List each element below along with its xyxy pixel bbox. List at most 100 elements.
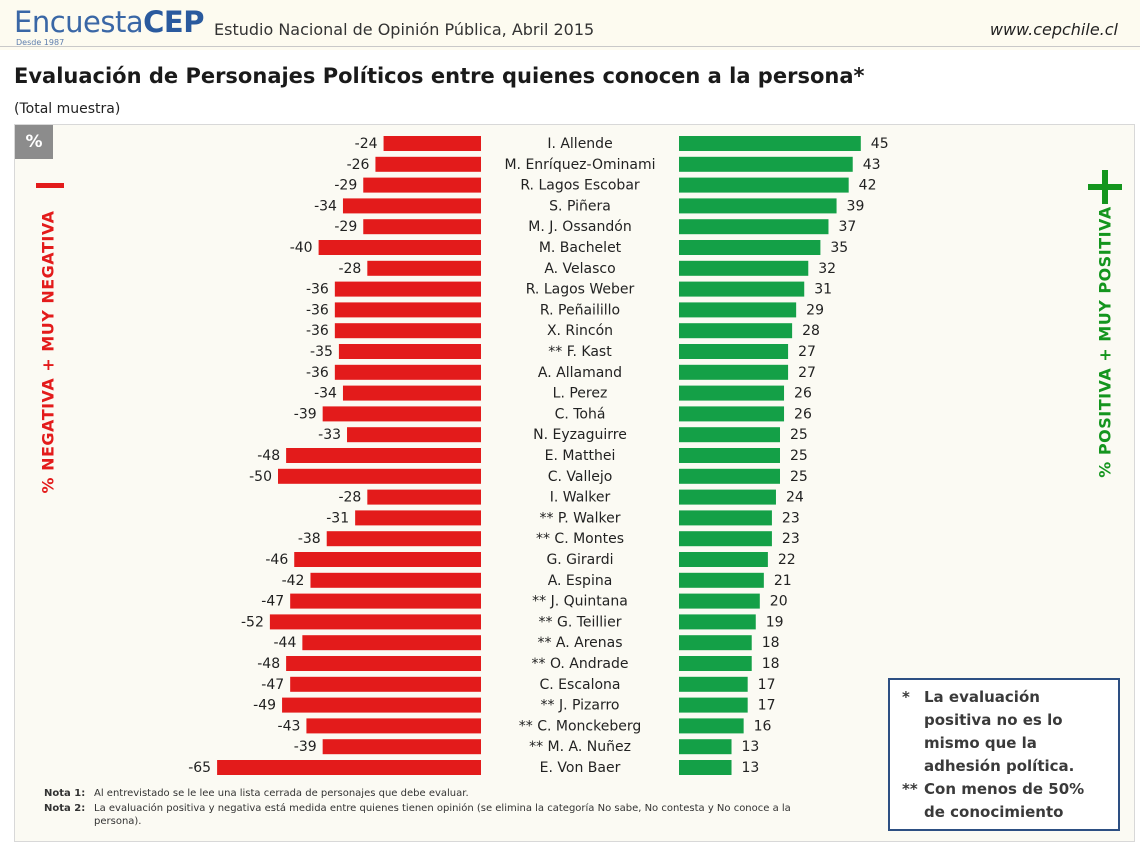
category-label: X. Rincón xyxy=(547,323,613,339)
negative-value-label: -36 xyxy=(306,282,329,298)
category-label: ** C. Monckeberg xyxy=(519,718,641,734)
chart-subtitle: (Total muestra) xyxy=(14,101,121,117)
positive-bar xyxy=(679,323,793,339)
negative-value-label: -42 xyxy=(282,573,305,589)
negative-value-label: -36 xyxy=(306,323,329,339)
negative-bar xyxy=(286,448,481,463)
positive-value-label: 21 xyxy=(774,573,792,589)
negative-value-label: -38 xyxy=(298,531,321,547)
positive-bar xyxy=(679,385,785,401)
positive-value-label: 23 xyxy=(782,510,800,526)
positive-value-label: 20 xyxy=(770,594,788,610)
positive-bar xyxy=(679,364,789,380)
positive-bar xyxy=(679,302,797,318)
negative-value-label: -35 xyxy=(310,344,333,360)
positive-bar xyxy=(679,219,829,235)
negative-bar xyxy=(347,427,481,443)
negative-bar xyxy=(282,697,481,713)
positive-value-label: 18 xyxy=(762,635,780,651)
negative-bar xyxy=(342,385,481,401)
negative-bar xyxy=(363,177,481,193)
negative-value-label: -31 xyxy=(326,510,349,526)
category-label: ** C. Montes xyxy=(536,531,624,547)
encuesta-cep-logo: EncuestaCEP xyxy=(14,6,204,38)
category-label: C. Vallejo xyxy=(548,469,613,485)
positive-value-label: 31 xyxy=(814,282,832,298)
category-label: R. Lagos Weber xyxy=(526,282,635,298)
category-label: M. J. Ossandón xyxy=(528,219,631,235)
header-divider xyxy=(0,46,1140,47)
positive-value-label: 25 xyxy=(790,469,808,485)
positive-bar xyxy=(679,177,849,193)
category-label: C. Tohá xyxy=(555,406,606,422)
negative-value-label: -28 xyxy=(338,490,361,506)
negative-value-label: -52 xyxy=(241,614,264,630)
category-label: A. Allamand xyxy=(538,365,622,381)
negative-bar xyxy=(322,739,481,755)
positive-bar xyxy=(679,468,780,484)
positive-value-label: 37 xyxy=(838,219,856,235)
negative-value-label: -65 xyxy=(188,760,211,776)
positive-value-label: 22 xyxy=(778,552,796,568)
legend-box: * La evaluación positiva no es lo mismo … xyxy=(888,678,1120,831)
positive-value-label: 39 xyxy=(847,198,865,214)
negative-value-label: -44 xyxy=(273,635,296,651)
category-label: N. Eyzaguirre xyxy=(533,427,627,443)
negative-value-label: -36 xyxy=(306,365,329,381)
category-label: I. Allende xyxy=(547,136,612,152)
positive-bar xyxy=(679,760,732,775)
note-1-label: Nota 1: xyxy=(44,788,86,799)
legend-row-1: * La evaluación positiva no es lo mismo … xyxy=(898,686,1110,778)
positive-value-label: 17 xyxy=(758,698,776,714)
positive-value-label: 25 xyxy=(790,448,808,464)
positive-bar xyxy=(679,260,809,276)
negative-value-label: -47 xyxy=(261,594,284,610)
note-2-text: La evaluación positiva y negativa está m… xyxy=(94,803,791,827)
positive-value-label: 27 xyxy=(798,365,816,381)
positive-bar xyxy=(679,572,764,588)
negative-bar xyxy=(334,323,481,339)
note-2-label: Nota 2: xyxy=(44,803,86,814)
category-label: R. Peñailillo xyxy=(540,302,620,318)
legend-text-1: La evaluación positiva no es lo mismo qu… xyxy=(924,688,1075,775)
negative-value-label: -39 xyxy=(294,739,317,755)
positive-bar xyxy=(679,739,732,755)
positive-value-label: 17 xyxy=(758,677,776,693)
negative-value-label: -48 xyxy=(257,656,280,672)
positive-value-label: 13 xyxy=(742,760,760,776)
negative-bar xyxy=(306,718,481,734)
category-label: ** F. Kast xyxy=(548,344,612,360)
website-link[interactable]: www.cepchile.cl xyxy=(989,20,1118,39)
negative-bar xyxy=(334,364,481,380)
notes: Nota 1: Al entrevistado se le lee una li… xyxy=(44,787,824,828)
negative-value-label: -47 xyxy=(261,677,284,693)
negative-bar xyxy=(342,198,481,214)
negative-value-label: -28 xyxy=(338,261,361,277)
negative-value-label: -29 xyxy=(334,178,357,194)
negative-bar xyxy=(363,219,481,235)
note-2: Nota 2: La evaluación positiva y negativ… xyxy=(44,802,824,828)
category-label: ** P. Walker xyxy=(539,510,620,526)
legend-row-2: ** Con menos de 50% de conocimiento xyxy=(898,778,1110,824)
negative-bar xyxy=(322,406,481,422)
logo-light-text: Encuesta xyxy=(14,5,144,39)
category-label: G. Girardi xyxy=(546,552,613,568)
negative-bar xyxy=(383,136,481,151)
positive-bar xyxy=(679,531,772,547)
category-label: L. Perez xyxy=(553,386,608,402)
negative-bar xyxy=(310,572,481,588)
negative-bar xyxy=(334,281,481,297)
positive-bar xyxy=(679,510,772,526)
positive-bar xyxy=(679,406,785,422)
positive-value-label: 27 xyxy=(798,344,816,360)
category-label: R. Lagos Escobar xyxy=(520,178,640,194)
negative-value-label: -34 xyxy=(314,198,337,214)
negative-value-label: -49 xyxy=(253,698,276,714)
negative-value-label: -46 xyxy=(265,552,288,568)
negative-bar xyxy=(367,260,481,276)
category-label: C. Escalona xyxy=(540,677,621,693)
study-name: Estudio Nacional de Opinión Pública, Abr… xyxy=(214,20,595,39)
positive-value-label: 19 xyxy=(766,614,784,630)
positive-bar xyxy=(679,552,768,567)
positive-bar xyxy=(679,656,752,671)
